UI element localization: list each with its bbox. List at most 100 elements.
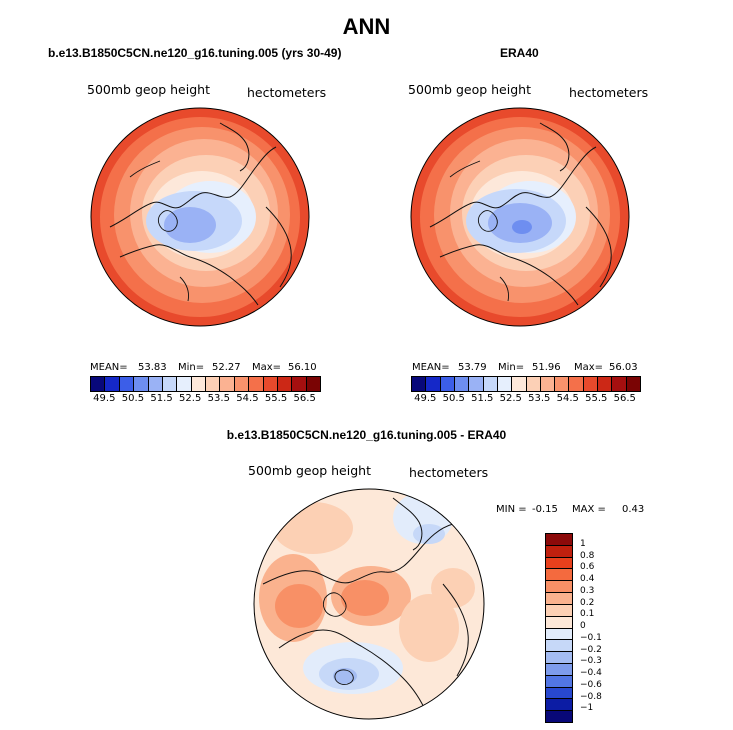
left-colorbar [90,376,321,392]
colorbar-level-label: 0.1 [580,609,595,620]
colorbar-swatch [91,377,106,391]
right-max-value: 56.03 [609,362,638,373]
colorbar-level-label: −0.1 [580,632,602,643]
right-polar-map [410,107,630,327]
right-variable-label: 500mb geop height [408,82,531,97]
colorbar-tick-label: 50.5 [121,393,145,404]
colorbar-tick-label: 51.5 [471,393,494,404]
right-min-value: 51.96 [532,362,561,373]
colorbar-swatch [177,377,192,391]
colorbar-swatch [546,675,572,688]
colorbar-swatch [412,377,427,391]
colorbar-swatch [583,377,599,391]
left-polar-map [90,107,310,327]
colorbar-swatch [546,616,572,629]
colorbar-tick-label: 50.5 [442,393,465,404]
colorbar-swatch [483,377,498,391]
colorbar-swatch [569,377,584,391]
right-panel-title: ERA40 [500,46,539,60]
colorbar-tick-label: 54.5 [236,393,259,404]
left-panel-title: b.e13.B1850C5CN.ne120_g16.tuning.005 (yr… [48,46,342,60]
colorbar-level-label: −0.6 [580,679,602,690]
colorbar-swatch [546,604,572,617]
colorbar-swatch [105,377,120,391]
figure-title: ANN [342,14,391,39]
colorbar-swatch [263,377,278,391]
colorbar-swatch [191,377,206,391]
colorbar-swatch [546,687,572,700]
right-units-label: hectometers [569,85,649,100]
colorbar-swatch [540,377,556,391]
left-mean-value: 53.83 [138,362,167,373]
colorbar-swatch [546,652,572,664]
colorbar-swatch [162,377,178,391]
colorbar-swatch [292,377,307,391]
colorbar-swatch [546,711,572,722]
left-variable-label: 500mb geop height [87,82,210,97]
diff-min-label: MIN = [496,504,527,515]
colorbar-tick-label: 55.5 [264,393,288,404]
left-colorbar-ticks: 49.5 50.5 51.5 52.5 53.5 54.5 55.5 56.5 [90,393,319,405]
colorbar-swatch [134,377,149,391]
colorbar-swatch [249,377,264,391]
colorbar-level-label: 0.2 [580,597,595,608]
left-units-label: hectometers [247,85,327,100]
colorbar-level-label: −1 [580,703,594,714]
colorbar-swatch [306,377,320,391]
colorbar-swatch [469,377,484,391]
colorbar-level-label: 0.8 [580,550,595,561]
colorbar-swatch [546,699,572,712]
diff-panel-title: b.e13.B1850C5CN.ne120_g16.tuning.005 - E… [226,428,507,442]
colorbar-swatch [497,377,513,391]
right-mean-value: 53.79 [458,362,487,373]
colorbar-tick-label: 52.5 [499,393,522,404]
colorbar-swatch [206,377,221,391]
colorbar-swatch [546,569,572,582]
colorbar-swatch [555,377,570,391]
colorbar-swatch [598,377,613,391]
colorbar-swatch [512,377,527,391]
colorbar-swatch [546,663,572,676]
colorbar-tick-label: 51.5 [150,393,173,404]
diff-colorbar [545,533,573,723]
left-min-value: 52.27 [212,362,241,373]
right-max-label: Max= [574,362,604,373]
colorbar-tick-label: 55.5 [585,393,608,404]
colorbar-level-label: 0.6 [580,562,595,573]
colorbar-swatch [526,377,541,391]
colorbar-swatch [546,581,572,594]
colorbar-swatch [546,593,572,605]
left-max-value: 56.10 [288,362,317,373]
colorbar-tick-label: 52.5 [179,393,202,404]
colorbar-swatch [277,377,293,391]
diff-variable-label: 500mb geop height [248,463,371,478]
colorbar-level-label: −0.4 [580,668,602,678]
colorbar-swatch [454,377,470,391]
right-min-label: Min= [498,362,525,373]
colorbar-swatch [626,377,640,391]
right-mean-label: MEAN= [412,362,450,373]
colorbar-swatch [546,557,572,570]
colorbar-swatch [220,377,235,391]
colorbar-tick-label: 54.5 [556,393,579,404]
colorbar-level-label: −0.2 [580,644,602,655]
diff-min-value: -0.15 [532,504,558,515]
diff-max-label: MAX = [572,504,606,515]
left-max-label: Max= [252,362,282,373]
left-min-label: Min= [178,362,205,373]
colorbar-swatch [546,545,572,558]
colorbar-tick-label: 56.5 [613,393,636,404]
left-mean-label: MEAN= [90,362,128,373]
diff-units-label: hectometers [409,465,489,480]
colorbar-swatch [119,377,135,391]
colorbar-swatch [546,534,572,546]
colorbar-level-label: −0.8 [580,691,602,702]
colorbar-tick-label: 56.5 [293,393,316,404]
right-colorbar-ticks: 49.5 50.5 51.5 52.5 53.5 54.5 55.5 56.5 [411,393,639,405]
colorbar-swatch [546,628,572,641]
colorbar-level-label: −0.3 [580,656,602,667]
colorbar-level-label: 0.3 [580,585,595,596]
colorbar-tick-label: 49.5 [414,393,437,404]
right-colorbar [411,376,641,392]
diff-colorbar-ticks: 1 0.8 0.6 0.4 0.3 0.2 0.1 0 −0.1 −0.2 −0.3 −0.4 −0.6… [580,533,620,721]
